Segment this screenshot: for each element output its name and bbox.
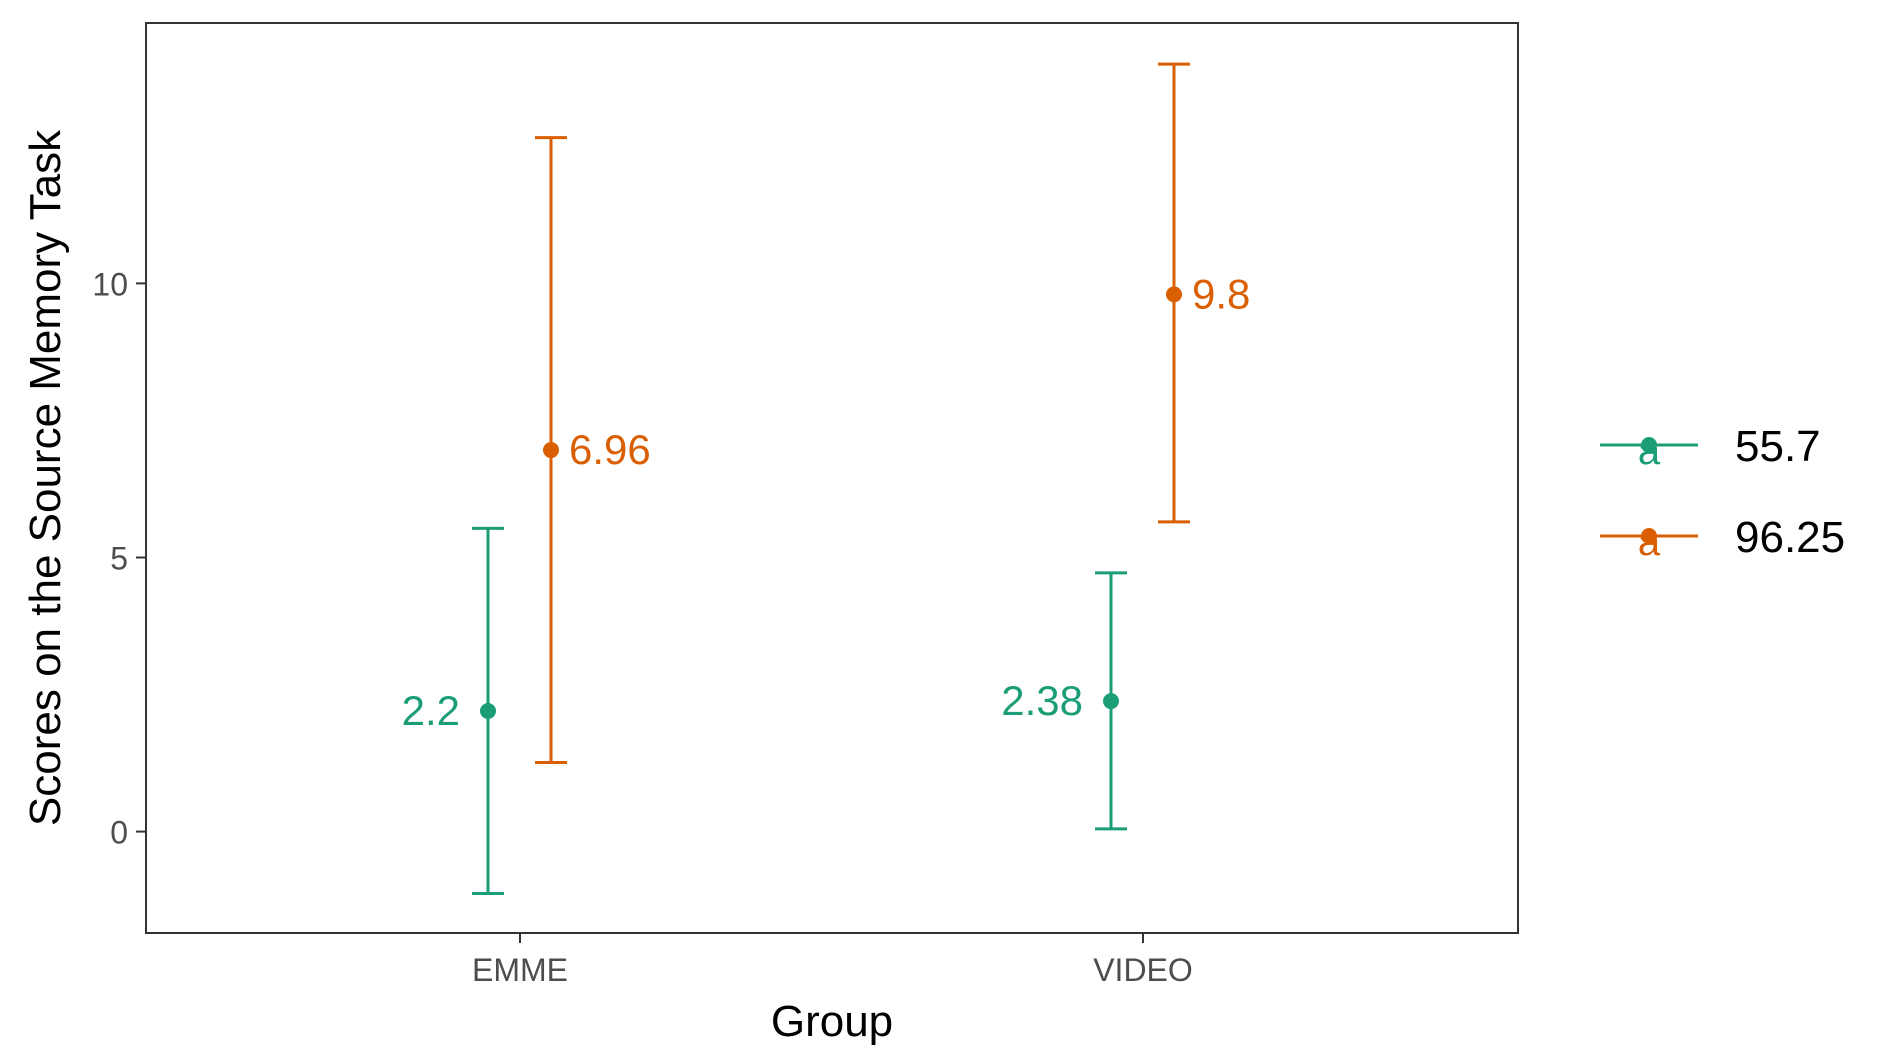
mean-point xyxy=(1166,286,1182,303)
errorbar-emme-series-2: 6.96 xyxy=(535,136,651,765)
axes: 0 5 10 EMME VIDEO xyxy=(92,266,1192,988)
plot-area: 2.2 2.38 6.96 9.8 xyxy=(402,62,1250,896)
legend-entry-2: a 96.25 xyxy=(1600,513,1845,564)
y-axis-title: Scores on the Source Memory Task xyxy=(21,129,70,826)
y-tick-label: 5 xyxy=(110,540,128,576)
legend-key-glyph: a xyxy=(1638,520,1661,564)
panel-border xyxy=(145,22,1519,934)
x-tick-label: VIDEO xyxy=(1093,952,1193,988)
data-label: 2.38 xyxy=(1001,677,1083,724)
y-tick-label: 0 xyxy=(110,815,128,851)
data-label: 2.2 xyxy=(402,687,460,734)
legend: a 55.7 a 96.25 xyxy=(1600,422,1845,564)
mean-point xyxy=(543,442,559,459)
errorbar-video-series-2: 9.8 xyxy=(1158,62,1250,524)
legend-key-point xyxy=(1641,437,1657,453)
errorbar-video-series-1: 2.38 xyxy=(1001,571,1127,831)
mean-point xyxy=(480,702,496,719)
x-tick-label: EMME xyxy=(472,952,568,988)
legend-key-glyph: a xyxy=(1638,429,1661,473)
legend-entry-1: a 55.7 xyxy=(1600,422,1821,473)
errorbar-emme-series-1: 2.2 xyxy=(402,526,504,896)
legend-label: 55.7 xyxy=(1735,422,1821,471)
data-label: 6.96 xyxy=(569,426,651,473)
legend-label: 96.25 xyxy=(1735,513,1845,562)
x-axis-title: Group xyxy=(771,997,893,1046)
mean-point xyxy=(1103,693,1119,710)
legend-key-point xyxy=(1641,528,1657,544)
y-tick-label: 10 xyxy=(92,266,128,302)
data-label: 9.8 xyxy=(1192,270,1250,317)
